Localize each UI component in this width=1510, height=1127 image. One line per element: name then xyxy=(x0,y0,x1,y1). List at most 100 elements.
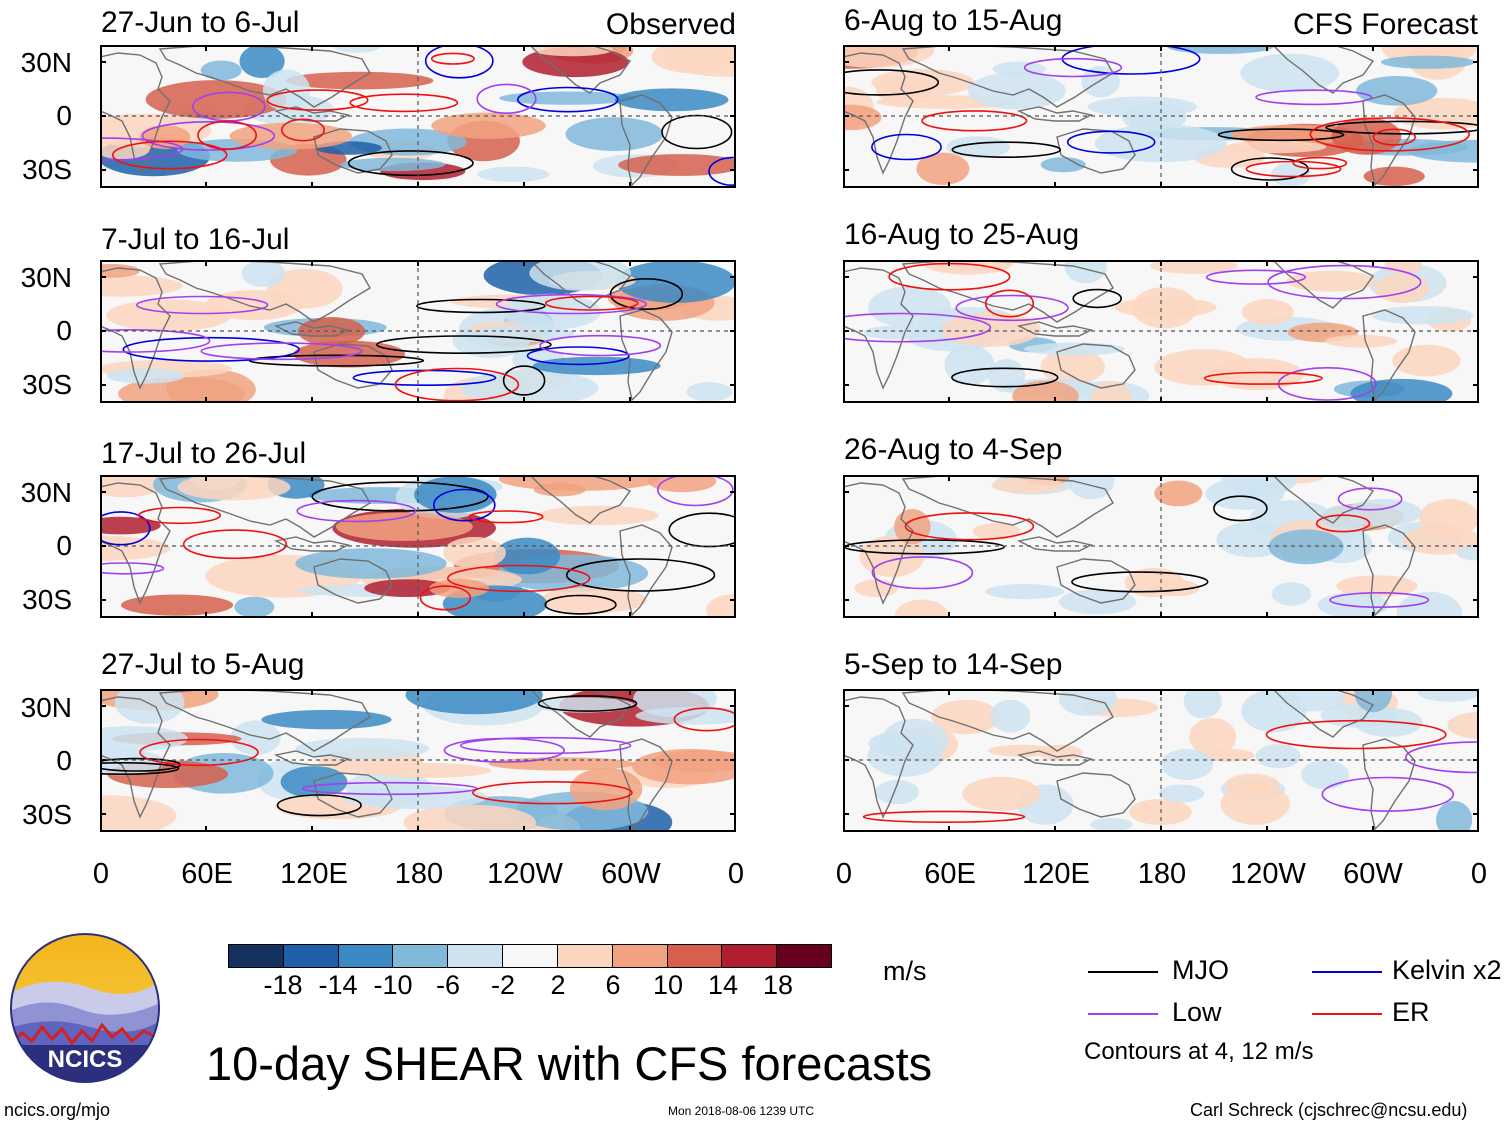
contour-line xyxy=(1292,156,1348,170)
shear-anomaly xyxy=(931,699,1000,735)
contour-line xyxy=(416,298,546,314)
shear-map xyxy=(843,689,1479,832)
footer-website[interactable]: ncics.org/mjo xyxy=(4,1100,111,1120)
contour-line xyxy=(1405,741,1479,774)
coastline xyxy=(1016,321,1094,337)
colorbar-swatch xyxy=(612,945,668,967)
contour-line xyxy=(100,329,211,353)
contour-line xyxy=(1337,487,1403,511)
coastline xyxy=(529,45,632,94)
lon-label-0: 0 xyxy=(727,858,745,890)
contour-line xyxy=(495,293,647,315)
shear-anomaly xyxy=(262,69,311,112)
contour-line xyxy=(951,141,1062,158)
shear-anomaly xyxy=(1167,45,1274,54)
contour-line xyxy=(311,481,489,512)
shear-anomaly xyxy=(229,122,352,150)
map-panel-obs-3 xyxy=(100,475,736,618)
contour-line xyxy=(565,558,716,592)
shear-anomaly xyxy=(1090,818,1133,831)
coastline xyxy=(1016,106,1094,122)
contour-line xyxy=(1267,264,1422,300)
shear-anomaly xyxy=(100,516,161,535)
panel-title-fc-2: 16-Aug to 25-Aug xyxy=(844,218,1080,251)
colorbar-swatch xyxy=(229,945,284,967)
lat-label-30n: 30N xyxy=(20,47,72,78)
colorbar-tick: -6 xyxy=(435,970,460,1000)
panel-title-obs-4: 27-Jul to 5-Aug xyxy=(101,648,305,681)
shear-anomaly xyxy=(1325,334,1398,348)
coastline xyxy=(1272,689,1375,738)
shear-anomaly xyxy=(1354,689,1392,713)
shear-anomaly xyxy=(1090,380,1133,403)
shear-anomaly xyxy=(868,731,935,756)
colorbar-swatch xyxy=(667,945,723,967)
shear-anomaly xyxy=(967,72,1066,110)
shear-anomaly xyxy=(1189,718,1237,756)
shear-anomaly xyxy=(431,112,546,139)
shear-anomaly xyxy=(1124,567,1184,598)
shear-anomaly xyxy=(145,80,287,119)
lon-label-180: 180 xyxy=(1137,858,1187,890)
shear-anomaly xyxy=(1224,773,1280,795)
coastline xyxy=(1016,750,1094,766)
contour-line xyxy=(955,294,1069,322)
coastline xyxy=(313,128,393,174)
contour-line xyxy=(347,150,474,177)
contour-line xyxy=(871,133,942,161)
contour-line xyxy=(668,512,736,548)
coastline xyxy=(158,260,371,323)
shear-anomaly xyxy=(261,709,392,730)
shear-anomaly xyxy=(1436,800,1473,832)
shear-anomaly xyxy=(894,509,931,545)
shear-anomaly xyxy=(295,737,430,760)
shear-anomaly xyxy=(532,356,661,376)
shear-map xyxy=(100,475,736,618)
coastline xyxy=(273,321,351,337)
shear-anomaly xyxy=(1374,273,1429,303)
shear-anomaly xyxy=(100,535,171,561)
coastline xyxy=(1016,536,1094,552)
contour-line xyxy=(100,562,165,575)
legend-line-low xyxy=(1088,1013,1158,1015)
shear-anomaly xyxy=(1114,297,1217,318)
contour-line xyxy=(394,367,520,402)
panel-title-obs-1: 27-Jun to 6-Jul xyxy=(101,6,300,39)
contour-line xyxy=(1203,371,1323,385)
contour-line xyxy=(349,93,459,113)
shear-map xyxy=(843,45,1479,188)
panel-title-fc-3: 26-Aug to 4-Sep xyxy=(844,433,1063,466)
shear-anomaly xyxy=(944,345,995,386)
colorbar-tick: 18 xyxy=(762,970,794,1000)
coastline xyxy=(529,689,632,738)
coastline xyxy=(843,482,914,605)
shear-anomaly xyxy=(916,152,970,185)
lon-label-120e: 120E xyxy=(1022,858,1090,890)
contour-line xyxy=(430,52,475,65)
contour-line xyxy=(921,110,1028,132)
shear-anomaly xyxy=(1159,784,1205,803)
shear-anomaly xyxy=(477,166,550,182)
shear-anomaly xyxy=(241,260,286,287)
coastline xyxy=(843,696,914,819)
shear-anomaly xyxy=(686,382,733,402)
shear-anomaly xyxy=(875,75,933,105)
shear-anomaly xyxy=(843,104,882,131)
lon-label-60w: 60W xyxy=(1343,858,1403,890)
shear-anomaly xyxy=(985,584,1065,600)
legend-label-kelvin: Kelvin x2 xyxy=(1392,955,1502,985)
shear-anomaly xyxy=(1209,358,1304,391)
shear-anomaly xyxy=(405,689,543,715)
coastline xyxy=(901,689,1114,752)
shear-anomaly xyxy=(100,475,169,498)
shear-anomaly xyxy=(499,91,636,105)
coastline xyxy=(1056,128,1136,174)
lat-label-eq: 0 xyxy=(56,315,72,346)
lon-label-0: 0 xyxy=(92,858,110,890)
shear-anomaly xyxy=(177,475,291,501)
contour-line xyxy=(281,118,326,142)
colorbar-swatch xyxy=(722,945,778,967)
contour-line xyxy=(708,156,736,186)
shear-anomaly xyxy=(443,536,506,569)
contour-line xyxy=(539,334,662,357)
